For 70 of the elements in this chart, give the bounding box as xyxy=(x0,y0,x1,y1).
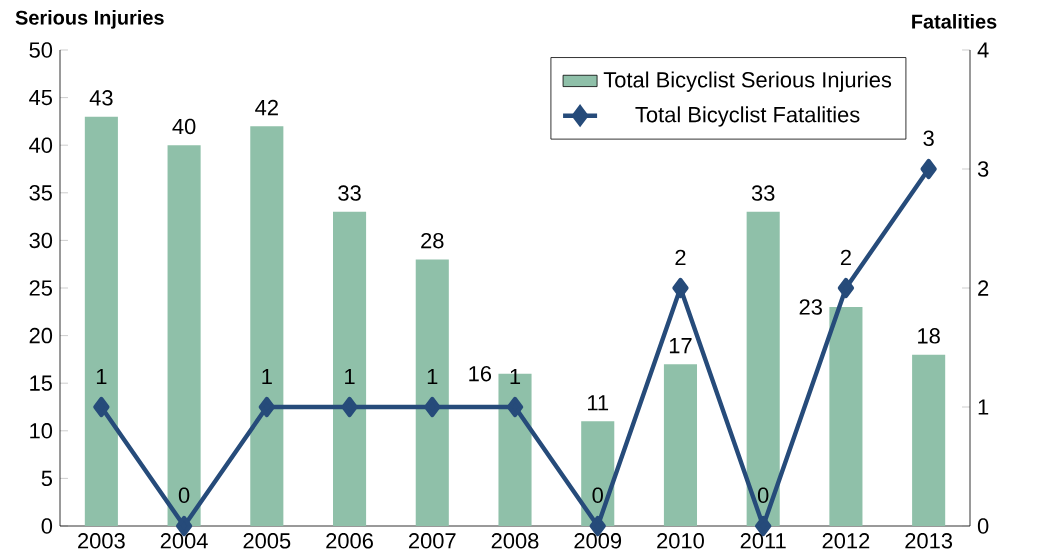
x-tick-label: 2006 xyxy=(326,533,373,549)
x-tick-label: 2013 xyxy=(905,533,953,549)
y-tick-label: 30 xyxy=(29,232,53,249)
x-tick-label: 2005 xyxy=(243,533,291,549)
data-label: 1 xyxy=(262,368,272,385)
y-tick-label: 10 xyxy=(30,423,53,439)
data-label: 18 xyxy=(918,328,940,344)
x-tick-label: 2010 xyxy=(657,533,704,549)
data-label: 28 xyxy=(421,232,444,249)
y-tick-label: 40 xyxy=(29,137,53,153)
y2-axis-title: Fatalities xyxy=(912,14,997,29)
y-tick-label: 45 xyxy=(29,89,53,106)
data-label: 1 xyxy=(96,368,107,385)
bar xyxy=(167,145,201,526)
data-label: 17 xyxy=(669,338,692,354)
y-tick-label: 0 xyxy=(41,518,53,534)
y-tick-label: 20 xyxy=(29,327,53,344)
data-label: 1 xyxy=(345,368,355,385)
data-label: 16 xyxy=(469,365,492,382)
x-tick-label: 2012 xyxy=(822,533,870,549)
data-label: 2 xyxy=(840,249,851,266)
data-label: 3 xyxy=(923,130,934,147)
y-tick-label: 5 xyxy=(41,470,53,487)
point xyxy=(93,396,110,418)
point xyxy=(672,277,689,299)
bar xyxy=(415,259,449,526)
x-tick-label: 2009 xyxy=(574,533,622,549)
point xyxy=(920,158,937,180)
bar xyxy=(912,354,946,526)
bar xyxy=(84,116,118,526)
y-tick-label: 35 xyxy=(29,185,53,201)
data-label: 11 xyxy=(588,395,609,411)
data-label: 43 xyxy=(89,90,113,106)
bar xyxy=(663,364,698,526)
data-label: 0 xyxy=(178,487,190,504)
data-label: 40 xyxy=(172,118,196,135)
bar xyxy=(333,211,367,526)
data-label: 42 xyxy=(255,99,278,116)
data-label: 1 xyxy=(427,368,438,385)
y2-tick-label: 3 xyxy=(977,161,989,177)
y2-tick-label: 1 xyxy=(978,399,989,415)
y2-tick-label: 0 xyxy=(977,518,989,534)
y-tick-label: 50 xyxy=(29,42,53,58)
y-axis-title: Serious Injuries xyxy=(15,10,164,29)
point xyxy=(341,396,358,418)
x-tick-label: 2008 xyxy=(491,533,539,549)
point xyxy=(837,277,855,299)
data-label: 2 xyxy=(675,249,686,266)
data-label: 33 xyxy=(338,185,361,201)
point xyxy=(258,396,275,418)
y2-tick-label: 2 xyxy=(978,280,989,296)
x-tick-label: 2004 xyxy=(160,533,208,549)
bar xyxy=(746,211,780,526)
legend-label: Total Bicyclist Serious Injuries xyxy=(603,71,892,92)
x-tick-label: 2007 xyxy=(408,533,456,549)
point xyxy=(424,396,441,418)
x-tick-label: 2011 xyxy=(740,533,786,549)
bar xyxy=(250,126,284,526)
data-label: 23 xyxy=(799,299,822,315)
data-label: 0 xyxy=(757,487,769,504)
bar xyxy=(829,307,863,526)
data-label: 0 xyxy=(592,487,603,504)
x-tick-label: 2003 xyxy=(78,533,125,549)
y-tick-label: 15 xyxy=(30,375,53,391)
data-label: 1 xyxy=(510,368,521,385)
legend-label: Total Bicyclist Fatalities xyxy=(635,106,860,127)
y-tick-label: 25 xyxy=(29,280,53,296)
data-label: 33 xyxy=(751,185,775,201)
y2-tick-label: 4 xyxy=(977,42,989,58)
point xyxy=(506,396,524,418)
